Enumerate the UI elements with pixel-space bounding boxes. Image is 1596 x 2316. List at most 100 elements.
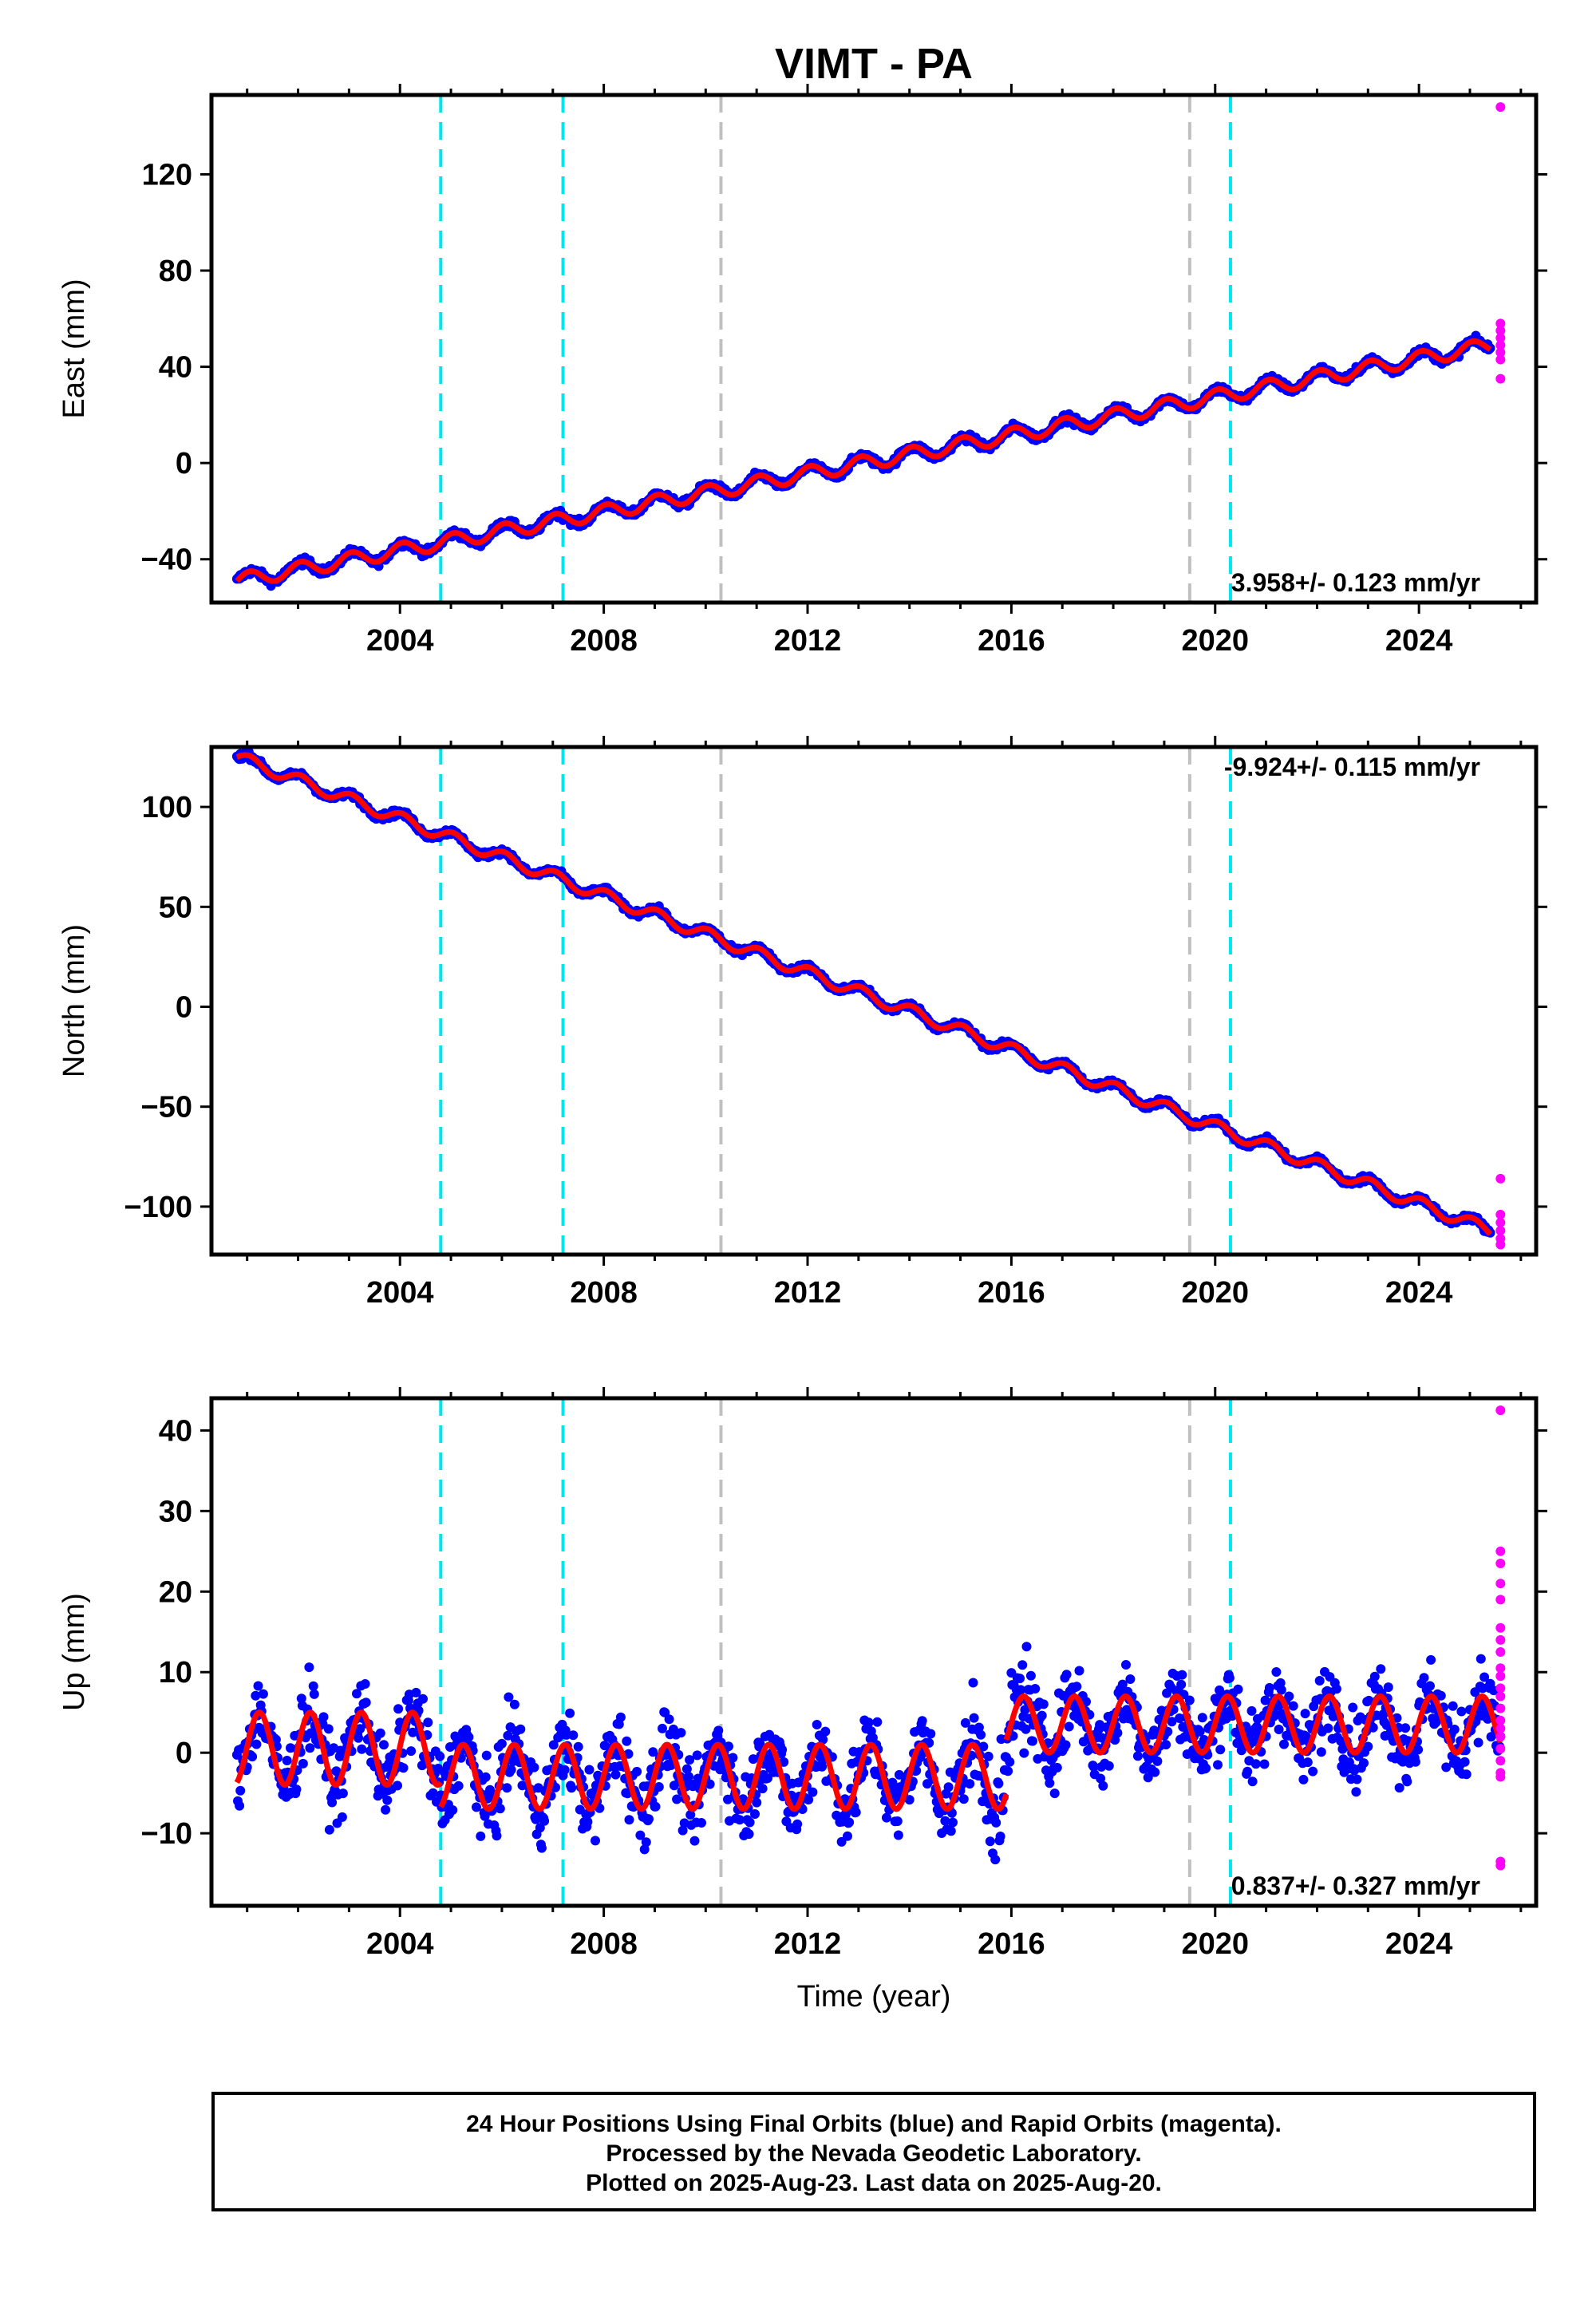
y-tick-label: 10 — [159, 1656, 192, 1690]
data-point — [381, 1804, 391, 1815]
data-point — [453, 1780, 464, 1791]
data-point — [298, 1758, 308, 1769]
data-point — [650, 1801, 661, 1812]
data-point — [1028, 1736, 1037, 1746]
velocity-label: -9.924+/- 0.115 mm/yr — [1224, 753, 1480, 781]
x-tick-label: 2024 — [1385, 1927, 1453, 1961]
data-point — [1400, 1723, 1411, 1733]
data-point — [1473, 1737, 1483, 1748]
data-point — [872, 1717, 883, 1727]
plot-frame — [209, 93, 1539, 605]
data-point — [1308, 1766, 1318, 1777]
data-point — [983, 1751, 994, 1761]
x-tick-label: 2008 — [570, 624, 638, 658]
data-point — [968, 1678, 978, 1688]
data-point — [1456, 1706, 1467, 1717]
data-point — [644, 1814, 654, 1824]
data-point — [622, 1736, 632, 1746]
x-tick-label: 2024 — [1385, 624, 1453, 658]
data-point — [567, 1783, 577, 1793]
data-point — [1394, 1783, 1404, 1793]
data-point — [1197, 1713, 1207, 1723]
y-tick-label: 30 — [159, 1495, 192, 1528]
x-tick-label: 2012 — [774, 1927, 842, 1961]
data-point — [361, 1697, 371, 1708]
data-point — [516, 1724, 526, 1734]
data-point — [1476, 1654, 1486, 1664]
y-tick-label: 20 — [159, 1575, 192, 1609]
data-point — [1038, 1699, 1049, 1709]
rapid-point — [1495, 354, 1506, 365]
data-point — [393, 1780, 402, 1791]
rapid-point — [1495, 373, 1506, 384]
data-point — [235, 1800, 245, 1811]
data-point — [324, 1824, 334, 1835]
data-point — [1316, 1747, 1326, 1757]
data-point — [1276, 1685, 1286, 1695]
data-point — [843, 1831, 852, 1841]
data-point — [1410, 1757, 1420, 1767]
rapid-point — [1495, 1647, 1506, 1657]
data-point — [327, 1797, 338, 1808]
data-point — [375, 1728, 385, 1738]
data-point — [1461, 1769, 1472, 1780]
rapid-point — [1495, 1772, 1506, 1782]
data-point — [282, 1756, 292, 1765]
rapid-point — [1495, 1558, 1506, 1568]
data-point — [1003, 1766, 1013, 1777]
data-point — [1250, 1759, 1261, 1769]
data-point — [496, 1738, 507, 1749]
data-point — [1184, 1695, 1195, 1705]
data-point — [1402, 1777, 1412, 1787]
data-point — [632, 1766, 642, 1777]
data-point — [863, 1717, 874, 1728]
x-tick-label: 2008 — [570, 1927, 638, 1961]
data-point — [1383, 1682, 1393, 1693]
data-point — [1017, 1660, 1028, 1670]
data-point — [892, 1816, 903, 1826]
x-tick-label: 2012 — [774, 1276, 842, 1310]
data-point — [750, 1809, 760, 1819]
data-point — [851, 1807, 861, 1817]
x-axis-title: Time (year) — [797, 1980, 951, 2014]
data-point — [1271, 1667, 1282, 1677]
data-point — [258, 1689, 268, 1699]
data-point — [689, 1836, 700, 1846]
data-point — [464, 1732, 474, 1742]
data-point — [591, 1836, 600, 1846]
rapid-point — [1495, 1622, 1506, 1633]
data-point — [584, 1765, 595, 1775]
data-point — [1302, 1757, 1313, 1768]
x-tick-label: 2020 — [1181, 624, 1249, 658]
data-point — [995, 1832, 1005, 1841]
data-point — [1449, 1725, 1460, 1734]
x-tick-label: 2004 — [366, 1927, 434, 1961]
data-point — [697, 1818, 706, 1828]
data-point — [1323, 1723, 1333, 1733]
x-tick-label: 2016 — [978, 1927, 1045, 1961]
data-point — [1098, 1780, 1108, 1791]
data-point — [745, 1817, 755, 1828]
data-point — [568, 1730, 579, 1741]
data-point — [844, 1817, 855, 1828]
data-point — [1052, 1762, 1062, 1773]
data-point — [641, 1837, 651, 1848]
data-point — [495, 1804, 505, 1814]
data-point — [610, 1769, 621, 1780]
data-point — [1121, 1660, 1131, 1670]
data-point — [1259, 1759, 1270, 1769]
data-point — [994, 1778, 1004, 1788]
data-point — [1176, 1679, 1187, 1690]
data-point — [1177, 1670, 1187, 1680]
data-point — [1074, 1666, 1084, 1676]
x-tick-label: 2020 — [1181, 1276, 1249, 1310]
rapid-point — [1495, 1579, 1506, 1589]
data-point — [435, 1751, 445, 1761]
rapid-point — [1495, 1405, 1506, 1416]
data-point — [1161, 1740, 1171, 1750]
data-point — [393, 1704, 404, 1714]
data-point — [1460, 1757, 1470, 1767]
data-point — [893, 1830, 903, 1840]
rapid-point — [1495, 1756, 1506, 1766]
